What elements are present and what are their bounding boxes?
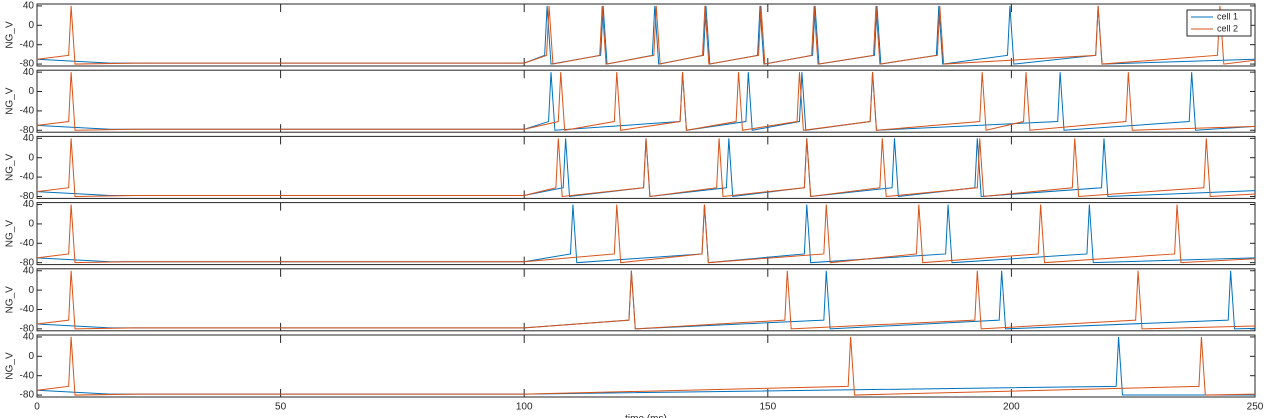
y-tick-label: 40 [23, 133, 35, 144]
y-tick-label: -80 [20, 390, 35, 401]
y-tick-label: -80 [20, 257, 35, 268]
x-tick-label: 0 [34, 402, 40, 413]
y-axis-label: NG_V [5, 21, 16, 49]
axes-frame [36, 3, 1256, 67]
y-tick-label: 0 [28, 152, 34, 163]
x-tick-label: 100 [516, 402, 533, 413]
trace [37, 5, 1255, 65]
y-tick-label: -40 [20, 39, 35, 50]
y-tick-label: -40 [20, 106, 35, 117]
y-tick-label: -40 [20, 172, 35, 183]
y-tick-label: 40 [23, 265, 35, 276]
y-tick-label: 0 [28, 86, 34, 97]
y-tick-label: -40 [20, 238, 35, 249]
y-axis-label: NG_V [5, 352, 16, 380]
legend-label: cell 2 [1217, 23, 1238, 33]
y-tick-label: 40 [23, 199, 35, 210]
y-tick-label: 0 [28, 351, 34, 362]
axes-frame [36, 202, 1256, 266]
y-tick-label: -80 [20, 324, 35, 335]
trace [37, 72, 1255, 131]
y-axis-label: NG_V [5, 220, 16, 248]
y-tick-label: -80 [20, 125, 35, 136]
x-axis-label: time (ms) [625, 414, 667, 418]
axes-frame [36, 69, 1256, 133]
x-tick-label: 200 [1003, 402, 1020, 413]
y-tick-label: 40 [23, 67, 35, 78]
y-tick-label: -80 [20, 59, 35, 70]
x-tick-label: 250 [1247, 402, 1264, 413]
y-axis-label: NG_V [5, 153, 16, 181]
y-axis-label: NG_V [5, 286, 16, 314]
trace [37, 336, 1255, 396]
y-tick-label: 40 [23, 332, 35, 343]
trace [37, 270, 1255, 330]
trace [37, 138, 1255, 198]
axes-frame [36, 334, 1256, 398]
y-tick-label: 0 [28, 219, 34, 230]
trace [37, 204, 1255, 264]
legend-box [1186, 9, 1252, 37]
y-tick-label: -40 [20, 304, 35, 315]
trace [37, 72, 1255, 131]
trace [37, 204, 1255, 264]
y-tick-label: 0 [28, 20, 34, 31]
y-tick-label: 40 [23, 1, 35, 12]
y-axis-label: NG_V [5, 87, 16, 115]
legend-label: cell 1 [1217, 11, 1238, 21]
y-tick-label: 0 [28, 285, 34, 296]
x-tick-label: 50 [275, 402, 287, 413]
axes-frame [36, 268, 1256, 332]
x-tick-label: 150 [759, 402, 776, 413]
y-tick-label: -40 [20, 370, 35, 381]
y-tick-label: -80 [20, 191, 35, 202]
